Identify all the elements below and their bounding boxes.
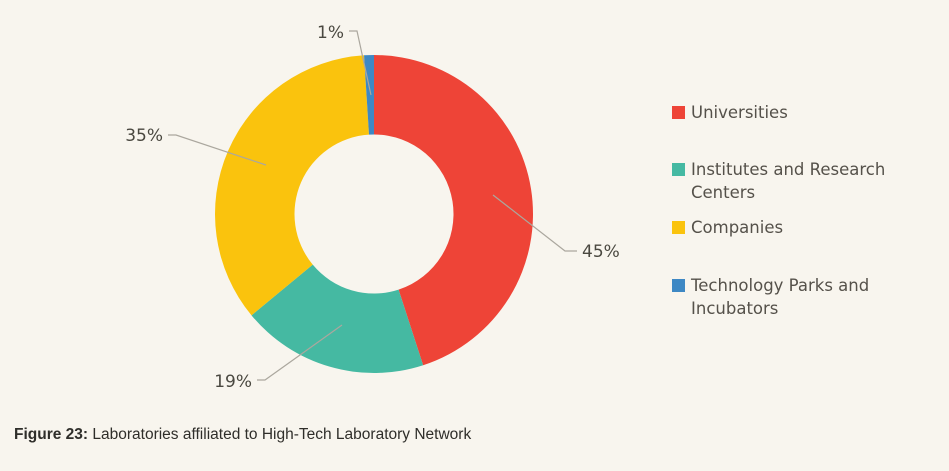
legend-label-technology-parks-and-incubators: Technology Parks and Incubators	[691, 276, 870, 318]
pct-label-universities: 45%	[582, 242, 620, 262]
figure-caption-prefix: Figure 23:	[14, 426, 89, 443]
figure-caption-text: Laboratories affiliated to High-Tech Lab…	[88, 426, 472, 443]
legend-swatch-technology-parks-and-incubators	[672, 279, 685, 292]
figure-caption: Figure 23: Laboratories affiliated to Hi…	[14, 426, 471, 444]
leader-line-institutes-and-research-centers	[257, 324, 343, 381]
legend-item-institutes-and-research-centers: Institutes and Research Centers	[672, 158, 892, 204]
legend-item-universities: Universities	[672, 101, 892, 124]
legend-swatch-companies	[672, 221, 685, 234]
chart-legend: Universities Institutes and Research Cent…	[672, 0, 902, 360]
slice-institutes-and-research-centers	[251, 264, 424, 374]
legend-label-universities: Universities	[691, 103, 788, 122]
pct-label-technology-parks-and-incubators: 1%	[317, 23, 344, 43]
pct-label-companies: 35%	[125, 126, 163, 146]
slice-universities	[374, 55, 534, 366]
legend-label-institutes-and-research-centers: Institutes and Research Centers	[691, 160, 886, 202]
legend-label-companies: Companies	[691, 218, 784, 237]
pct-label-institutes-and-research-centers: 19%	[214, 372, 252, 392]
leader-line-universities	[492, 194, 577, 252]
slice-companies	[214, 55, 370, 316]
leader-line-technology-parks-and-incubators	[349, 30, 372, 96]
legend-item-technology-parks-and-incubators: Technology Parks and Incubators	[672, 274, 892, 320]
donut-chart: 45% 19% 35% 1%	[125, 23, 620, 392]
legend-item-companies: Companies	[672, 216, 892, 239]
legend-swatch-institutes-and-research-centers	[672, 163, 685, 176]
leader-line-companies	[168, 134, 267, 166]
legend-swatch-universities	[672, 106, 685, 119]
